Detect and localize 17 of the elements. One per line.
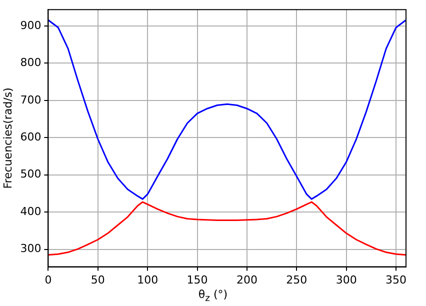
- x-tick-label: 250: [286, 273, 308, 286]
- y-tick-label: 500: [20, 168, 42, 181]
- x-tick-label: 150: [186, 273, 208, 286]
- x-tick-label: 300: [336, 273, 357, 286]
- y-tick-label: 300: [20, 242, 42, 256]
- y-tick-label: 400: [20, 204, 42, 218]
- x-axis-title: θ$_{z}$ (°): [197, 288, 229, 304]
- y-tick-label: 700: [20, 93, 42, 106]
- y-tick-label: 900: [20, 18, 42, 32]
- y-tick-label: 600: [20, 130, 42, 144]
- x-tick-label: 0: [44, 273, 52, 286]
- x-tick-label: 100: [137, 273, 158, 286]
- x-tick-label: 350: [386, 273, 407, 286]
- y-axis-title: Frecuencies(rad/s): [1, 88, 14, 189]
- y-tick-label: 800: [20, 56, 42, 70]
- x-tick-label: 50: [90, 273, 105, 286]
- x-tick-label: 200: [236, 273, 258, 286]
